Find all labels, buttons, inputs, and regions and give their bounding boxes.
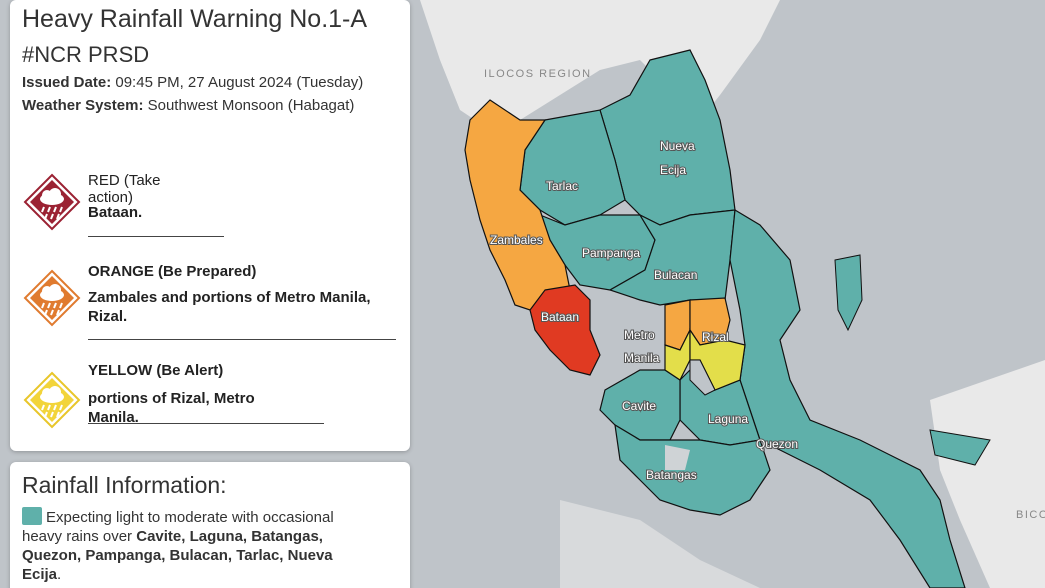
- issued-date-value: 09:45 PM, 27 August 2024 (Tuesday): [115, 74, 364, 91]
- map-label-rizal: Rizal: [702, 330, 729, 344]
- rainfall-areas: Cavite, Laguna, Batangas, Quezon, Pampan…: [22, 528, 333, 583]
- level-name: YELLOW (Be Alert): [88, 362, 224, 379]
- province-batangas: [614, 423, 771, 516]
- map-label-laguna: Laguna: [708, 412, 748, 426]
- map-label-quezon: Quezon: [756, 437, 798, 451]
- island-polillo: [834, 254, 863, 332]
- map-label-pampanga: Pampanga: [582, 246, 640, 260]
- map-label-nueva-ecija: Nueva Ecija: [660, 139, 695, 177]
- map-label-cavite: Cavite: [622, 399, 656, 413]
- teal-swatch: [22, 507, 42, 525]
- divider: [88, 236, 224, 237]
- province-bataan: [529, 284, 601, 376]
- weather-system-label: Weather System:: [22, 97, 144, 114]
- map-label-zambales: Zambales: [490, 233, 543, 247]
- level-areas: Zambales and portions of Metro Manila, R…: [88, 289, 371, 325]
- map-label-tarlac: Tarlac: [546, 179, 578, 193]
- province-cavite: [599, 369, 681, 441]
- map-label-batangas: Batangas: [646, 468, 697, 482]
- lake-taal: [665, 445, 690, 470]
- divider: [88, 339, 396, 340]
- issued-date: Issued Date: 09:45 PM, 27 August 2024 (T…: [22, 74, 398, 91]
- rain-cloud-icon: [23, 269, 81, 327]
- level-name: ORANGE (Be Prepared): [88, 263, 257, 280]
- rainfall-title: Rainfall Information:: [22, 472, 227, 498]
- map-label-bataan: Bataan: [541, 310, 579, 324]
- laguna-de-bay: [689, 359, 716, 396]
- weather-system-value: Southwest Monsoon (Habagat): [147, 97, 355, 114]
- land-mindoro: [560, 500, 760, 588]
- level-areas: Bataan.: [88, 204, 143, 221]
- warning-title: Heavy Rainfall Warning No.1-A: [22, 5, 368, 33]
- rain-cloud-icon: [23, 173, 81, 231]
- divider: [88, 423, 324, 424]
- rainfall-info-panel: Rainfall Information: Expecting light to…: [10, 462, 410, 588]
- rain-cloud-icon: [23, 371, 81, 429]
- land-bicol: [930, 360, 1045, 588]
- issued-date-label: Issued Date:: [22, 74, 112, 91]
- rainfall-text: Expecting light to moderate with occasio…: [22, 507, 334, 583]
- level-areas: portions of Rizal, Metro Manila.: [88, 390, 255, 426]
- rainfall-text-prefix: Expecting light to moderate with occasio…: [22, 509, 334, 545]
- map-region-label: ILOCOS REGION: [484, 68, 592, 80]
- warning-panel: Heavy Rainfall Warning No.1-A #NCR PRSD …: [10, 0, 410, 451]
- island-marinduque: [929, 429, 991, 466]
- map-label-metro-manila: Metro Manila: [624, 328, 660, 365]
- map-region-label: BICO: [1016, 509, 1045, 521]
- land-island-west: [600, 520, 630, 545]
- weather-system: Weather System: Southwest Monsoon (Habag…: [22, 97, 398, 114]
- level-name: RED (Take action): [88, 172, 161, 206]
- warning-tag: #NCR PRSD: [22, 42, 150, 67]
- map-label-bulacan: Bulacan: [654, 268, 697, 282]
